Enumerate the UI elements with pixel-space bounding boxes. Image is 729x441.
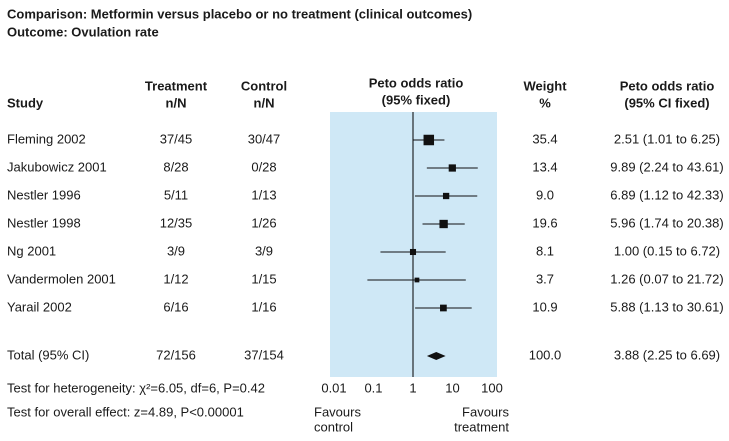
control-count: 3/9 (255, 243, 273, 258)
weight: 3.7 (536, 271, 554, 286)
study-name: Nestler 1998 (7, 215, 81, 230)
weight: 8.1 (536, 243, 554, 258)
favours-left: Favours (314, 404, 361, 419)
weight: 35.4 (532, 131, 557, 146)
weight: 9.0 (536, 187, 554, 202)
column-header: n/N (254, 95, 275, 110)
estimate: 9.89 (2.24 to 43.61) (610, 159, 723, 174)
treatment-count: 37/45 (160, 131, 193, 146)
column-header: Study (7, 95, 44, 110)
x-tick-label: 10 (445, 380, 459, 395)
favours-left: control (314, 419, 353, 434)
treatment-count: 8/28 (163, 159, 188, 174)
control-count: 30/47 (248, 131, 281, 146)
overall-effect: Test for overall effect: z=4.89, P<0.000… (7, 404, 244, 419)
total-diamond (426, 352, 446, 360)
weight: 10.9 (532, 299, 557, 314)
chart-subtitle: Outcome: Ovulation rate (7, 24, 159, 39)
column-header: Treatment (145, 78, 208, 93)
treatment-count: 1/12 (163, 271, 188, 286)
chart-title: Comparison: Metformin versus placebo or … (7, 6, 472, 21)
control-count: 1/13 (251, 187, 276, 202)
weight: 19.6 (532, 215, 557, 230)
total-weight: 100.0 (529, 347, 562, 362)
study-name: Yarail 2002 (7, 299, 72, 314)
favours-right: treatment (454, 419, 509, 434)
study-name: Fleming 2002 (7, 131, 86, 146)
x-tick-label: 100 (481, 380, 503, 395)
point-estimate (440, 304, 447, 312)
study-name: Ng 2001 (7, 243, 56, 258)
x-tick-label: 1 (409, 380, 416, 395)
total-control: 37/154 (244, 347, 284, 362)
weight: 13.4 (532, 159, 557, 174)
control-count: 1/15 (251, 271, 276, 286)
total-label: Total (95% CI) (7, 347, 89, 362)
point-estimate (442, 192, 450, 200)
column-header: (95% fixed) (382, 92, 451, 107)
estimate: 2.51 (1.01 to 6.25) (614, 131, 720, 146)
estimate: 1.26 (0.07 to 21.72) (610, 271, 723, 286)
study-name: Jakubowicz 2001 (7, 159, 107, 174)
treatment-count: 5/11 (164, 187, 188, 202)
column-header: Control (241, 78, 287, 93)
total-treatment: 72/156 (156, 347, 196, 362)
column-header: (95% CI fixed) (624, 95, 709, 110)
study-name: Nestler 1996 (7, 187, 81, 202)
estimate: 5.88 (1.13 to 30.61) (610, 299, 723, 314)
treatment-count: 12/35 (160, 215, 193, 230)
treatment-count: 6/16 (163, 299, 188, 314)
control-count: 1/16 (251, 299, 276, 314)
point-estimate (448, 164, 456, 172)
point-estimate (439, 219, 448, 229)
treatment-count: 3/9 (167, 243, 185, 258)
heterogeneity: Test for heterogeneity: χ²=6.05, df=6, P… (7, 380, 265, 395)
column-header: Peto odds ratio (369, 75, 464, 90)
estimate: 6.89 (1.12 to 42.33) (610, 187, 723, 202)
total-estimate: 3.88 (2.25 to 6.69) (614, 347, 720, 362)
column-header: Peto odds ratio (620, 78, 715, 93)
x-tick-label: 0.1 (364, 380, 382, 395)
column-header: % (539, 95, 551, 110)
study-name: Vandermolen 2001 (7, 271, 116, 286)
point-estimate (423, 134, 435, 146)
column-header: Weight (523, 78, 567, 93)
point-estimate (414, 277, 420, 283)
estimate: 5.96 (1.74 to 20.38) (610, 215, 723, 230)
estimate: 1.00 (0.15 to 6.72) (614, 243, 720, 258)
x-tick-label: 0.01 (321, 380, 346, 395)
favours-right: Favours (462, 404, 509, 419)
column-header: n/N (166, 95, 187, 110)
control-count: 0/28 (251, 159, 276, 174)
control-count: 1/26 (251, 215, 276, 230)
point-estimate (409, 248, 417, 256)
